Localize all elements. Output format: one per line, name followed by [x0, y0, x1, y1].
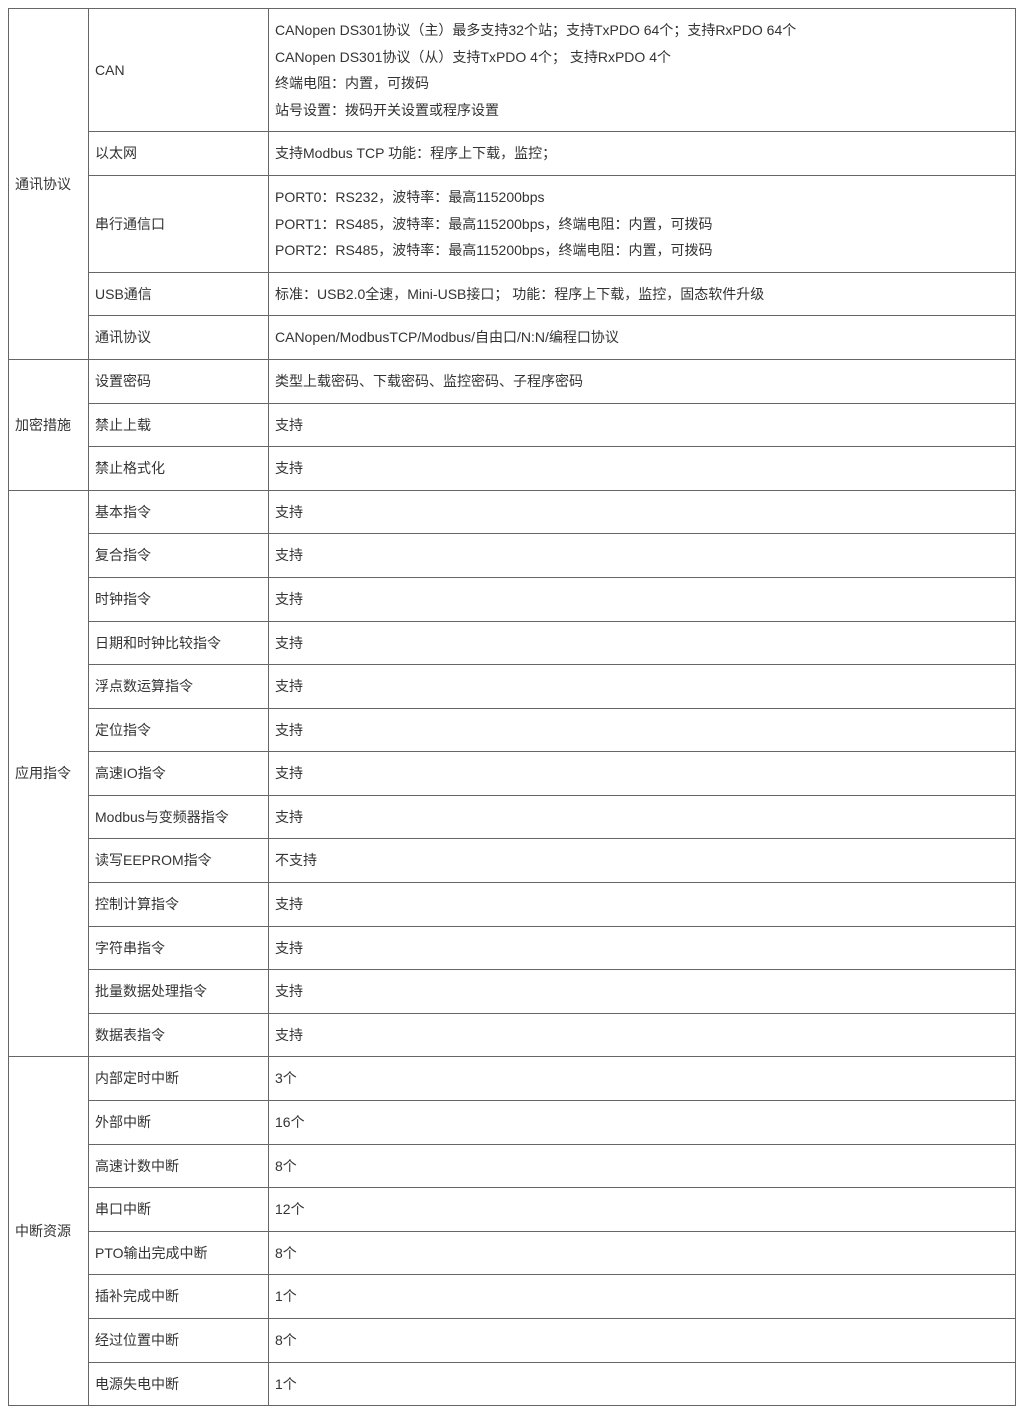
table-row: 字符串指令 支持: [9, 926, 1016, 970]
row-value: 不支持: [269, 839, 1016, 883]
row-value: 支持: [269, 621, 1016, 665]
row-label: 批量数据处理指令: [89, 970, 269, 1014]
row-label: 电源失电中断: [89, 1362, 269, 1406]
table-row: 中断资源 内部定时中断 3个: [9, 1057, 1016, 1101]
row-label: 设置密码: [89, 359, 269, 403]
row-label: 基本指令: [89, 490, 269, 534]
row-value: 支持: [269, 577, 1016, 621]
value-line: PORT0：RS232，波特率：最高115200bps: [275, 184, 1009, 211]
table-row: 插补完成中断 1个: [9, 1275, 1016, 1319]
table-row: 定位指令 支持: [9, 708, 1016, 752]
section-label-encryption: 加密措施: [9, 359, 89, 490]
spec-table: 通讯协议 CAN CANopen DS301协议（主）最多支持32个站；支持Tx…: [8, 8, 1016, 1406]
row-label: 禁止格式化: [89, 447, 269, 491]
table-row: 应用指令 基本指令 支持: [9, 490, 1016, 534]
table-row: 高速计数中断 8个: [9, 1144, 1016, 1188]
table-row: 时钟指令 支持: [9, 577, 1016, 621]
row-value: 3个: [269, 1057, 1016, 1101]
row-value: 16个: [269, 1101, 1016, 1145]
row-value: 1个: [269, 1362, 1016, 1406]
row-value: 8个: [269, 1231, 1016, 1275]
row-value: PORT0：RS232，波特率：最高115200bps PORT1：RS485，…: [269, 175, 1016, 272]
row-label: CAN: [89, 9, 269, 132]
row-label: 读写EEPROM指令: [89, 839, 269, 883]
table-row: 读写EEPROM指令 不支持: [9, 839, 1016, 883]
value-line: PORT1：RS485，波特率：最高115200bps，终端电阻：内置，可拨码: [275, 211, 1009, 238]
table-row: 通讯协议 CAN CANopen DS301协议（主）最多支持32个站；支持Tx…: [9, 9, 1016, 132]
row-label: 经过位置中断: [89, 1319, 269, 1363]
row-value: 支持: [269, 490, 1016, 534]
row-value: 支持: [269, 883, 1016, 927]
row-value: CANopen DS301协议（主）最多支持32个站；支持TxPDO 64个；支…: [269, 9, 1016, 132]
row-label: 禁止上载: [89, 403, 269, 447]
row-label: 高速IO指令: [89, 752, 269, 796]
value-line: PORT2：RS485，波特率：最高115200bps，终端电阻：内置，可拨码: [275, 237, 1009, 264]
table-row: 批量数据处理指令 支持: [9, 970, 1016, 1014]
table-row: 电源失电中断 1个: [9, 1362, 1016, 1406]
table-row: Modbus与变频器指令 支持: [9, 795, 1016, 839]
table-row: 禁止上载 支持: [9, 403, 1016, 447]
row-value: CANopen/ModbusTCP/Modbus/自由口/N:N/编程口协议: [269, 316, 1016, 360]
row-value: 1个: [269, 1275, 1016, 1319]
table-row: 串口中断 12个: [9, 1188, 1016, 1232]
table-row: 通讯协议 CANopen/ModbusTCP/Modbus/自由口/N:N/编程…: [9, 316, 1016, 360]
value-line: 终端电阻：内置，可拨码: [275, 70, 1009, 97]
row-label: Modbus与变频器指令: [89, 795, 269, 839]
row-value: 支持: [269, 403, 1016, 447]
row-value: 支持Modbus TCP 功能：程序上下载，监控；: [269, 132, 1016, 176]
row-value: 支持: [269, 795, 1016, 839]
row-value: 8个: [269, 1144, 1016, 1188]
table-row: 控制计算指令 支持: [9, 883, 1016, 927]
value-line: CANopen DS301协议（从）支持TxPDO 4个； 支持RxPDO 4个: [275, 44, 1009, 71]
row-label: 控制计算指令: [89, 883, 269, 927]
row-label: 通讯协议: [89, 316, 269, 360]
table-row: USB通信 标准：USB2.0全速，Mini-USB接口； 功能：程序上下载，监…: [9, 272, 1016, 316]
row-label: USB通信: [89, 272, 269, 316]
table-row: 加密措施 设置密码 类型上载密码、下载密码、监控密码、子程序密码: [9, 359, 1016, 403]
row-value: 标准：USB2.0全速，Mini-USB接口； 功能：程序上下载，监控，固态软件…: [269, 272, 1016, 316]
table-row: 串行通信口 PORT0：RS232，波特率：最高115200bps PORT1：…: [9, 175, 1016, 272]
row-label: PTO输出完成中断: [89, 1231, 269, 1275]
value-line: 站号设置：拨码开关设置或程序设置: [275, 97, 1009, 124]
row-value: 12个: [269, 1188, 1016, 1232]
row-value: 支持: [269, 1013, 1016, 1057]
row-value: 支持: [269, 970, 1016, 1014]
row-value: 支持: [269, 708, 1016, 752]
row-value: 支持: [269, 752, 1016, 796]
value-line: CANopen DS301协议（主）最多支持32个站；支持TxPDO 64个；支…: [275, 17, 1009, 44]
section-label-interrupt: 中断资源: [9, 1057, 89, 1406]
row-label: 定位指令: [89, 708, 269, 752]
row-label: 串行通信口: [89, 175, 269, 272]
table-row: 经过位置中断 8个: [9, 1319, 1016, 1363]
row-value: 类型上载密码、下载密码、监控密码、子程序密码: [269, 359, 1016, 403]
row-label: 插补完成中断: [89, 1275, 269, 1319]
row-value: 8个: [269, 1319, 1016, 1363]
table-row: PTO输出完成中断 8个: [9, 1231, 1016, 1275]
section-label-comm: 通讯协议: [9, 9, 89, 360]
row-value: 支持: [269, 665, 1016, 709]
row-value: 支持: [269, 447, 1016, 491]
row-label: 时钟指令: [89, 577, 269, 621]
row-label: 复合指令: [89, 534, 269, 578]
row-label: 以太网: [89, 132, 269, 176]
table-row: 高速IO指令 支持: [9, 752, 1016, 796]
table-row: 外部中断 16个: [9, 1101, 1016, 1145]
row-label: 日期和时钟比较指令: [89, 621, 269, 665]
row-value: 支持: [269, 926, 1016, 970]
row-label: 内部定时中断: [89, 1057, 269, 1101]
row-label: 高速计数中断: [89, 1144, 269, 1188]
table-row: 日期和时钟比较指令 支持: [9, 621, 1016, 665]
row-label: 外部中断: [89, 1101, 269, 1145]
table-row: 数据表指令 支持: [9, 1013, 1016, 1057]
row-label: 数据表指令: [89, 1013, 269, 1057]
row-value: 支持: [269, 534, 1016, 578]
table-row: 禁止格式化 支持: [9, 447, 1016, 491]
row-label: 浮点数运算指令: [89, 665, 269, 709]
table-row: 复合指令 支持: [9, 534, 1016, 578]
table-row: 浮点数运算指令 支持: [9, 665, 1016, 709]
row-label: 串口中断: [89, 1188, 269, 1232]
row-label: 字符串指令: [89, 926, 269, 970]
section-label-app-instr: 应用指令: [9, 490, 89, 1057]
table-row: 以太网 支持Modbus TCP 功能：程序上下载，监控；: [9, 132, 1016, 176]
